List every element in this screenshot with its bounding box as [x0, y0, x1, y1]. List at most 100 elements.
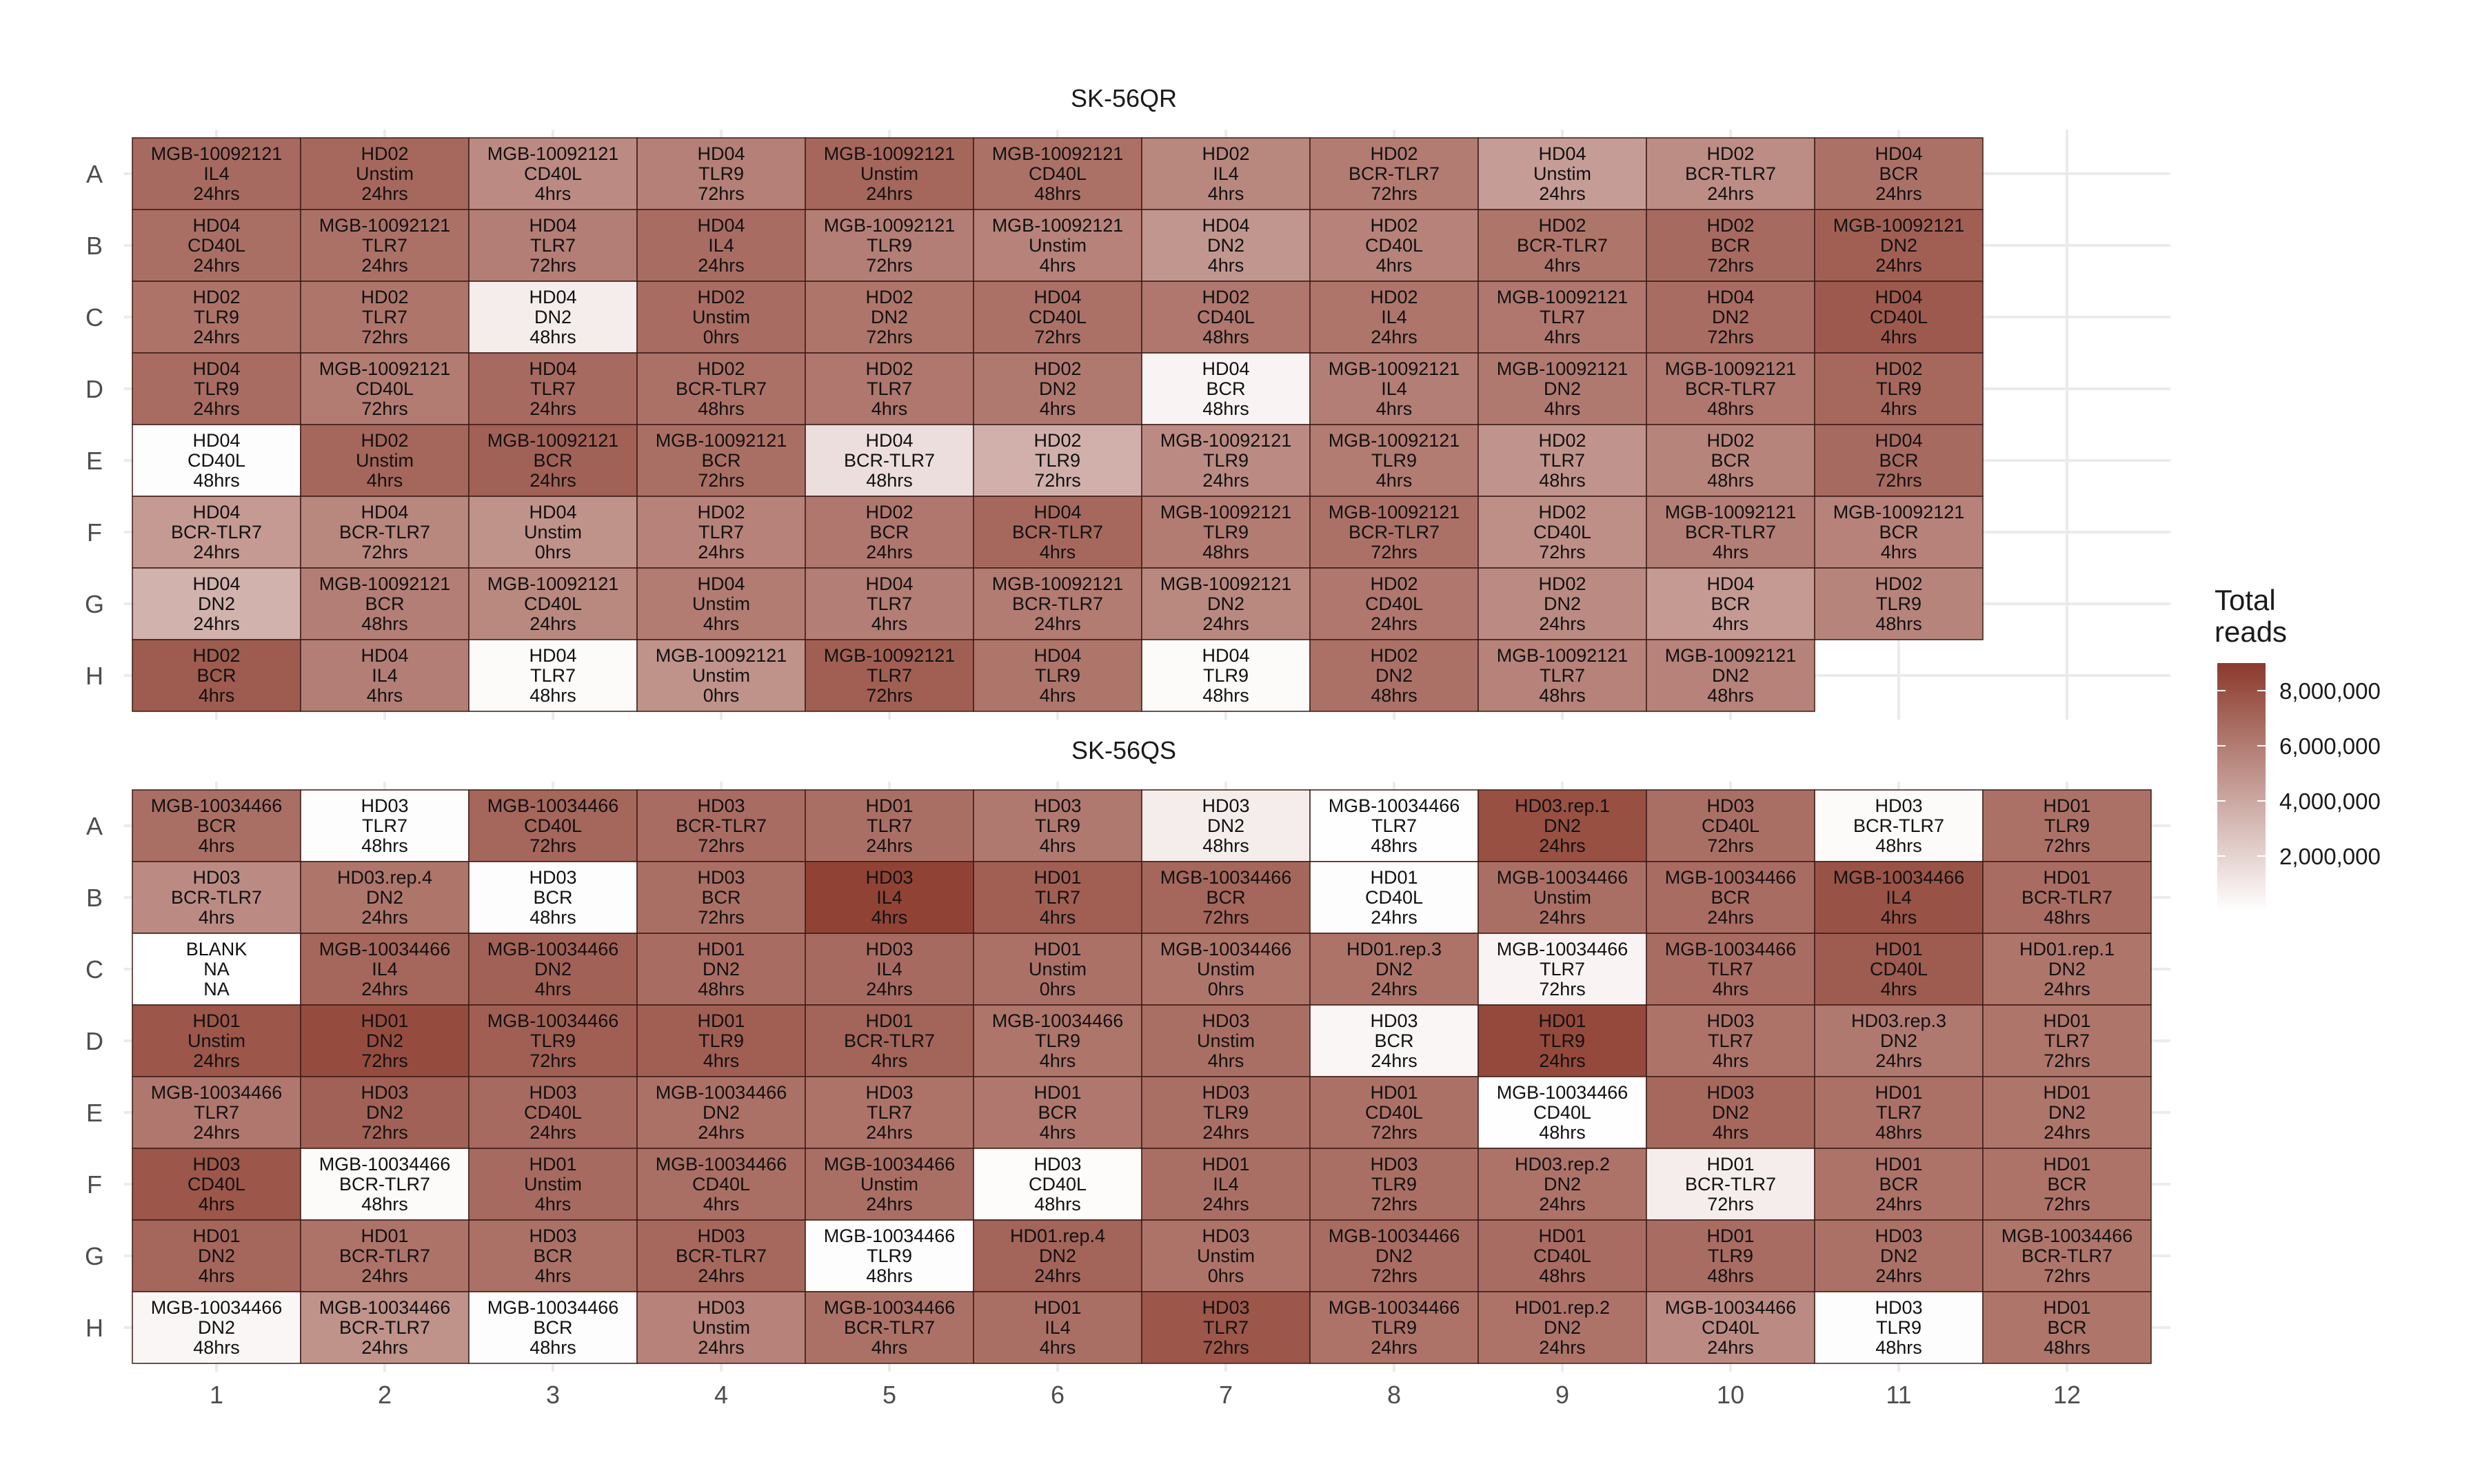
well-label: DN2 [871, 307, 908, 327]
well-label: BCR-TLR7 [844, 450, 935, 471]
well-label: BCR-TLR7 [676, 815, 767, 836]
well-label: BCR [196, 665, 236, 686]
well-label: 48hrs [1202, 685, 1249, 706]
row-label-E: E [86, 447, 103, 475]
well-tile [1477, 861, 1647, 934]
row-label-F: F [87, 518, 102, 547]
well-label: HD03.rep.1 [1515, 795, 1610, 816]
well-label: BCR-TLR7 [1349, 522, 1440, 542]
well-label: MGB-10034466 [487, 1010, 619, 1031]
well-tile [636, 1148, 806, 1221]
well-label: Unstim [692, 665, 750, 686]
well-label: BCR-TLR7 [339, 1174, 430, 1195]
well-label: 48hrs [1034, 183, 1081, 204]
well-label: 24hrs [1202, 613, 1249, 634]
legend-tick-label: 4,000,000 [2279, 789, 2381, 814]
well-label: BCR [1879, 522, 1918, 542]
well-tile [300, 1291, 470, 1364]
well-label: HD02 [1875, 358, 1922, 379]
well-label: 24hrs [1875, 255, 1922, 276]
well-label: MGB-10092121 [1497, 358, 1628, 379]
well-label: HD04 [865, 573, 913, 594]
well-label: TLR9 [1540, 1030, 1585, 1051]
well-label: IL4 [876, 959, 902, 979]
well-label: CD40L [1702, 1317, 1759, 1338]
well-label: BCR-TLR7 [339, 522, 430, 542]
well-label: BCR [1038, 1102, 1077, 1123]
well-tile [1814, 352, 1984, 425]
well-tile [468, 789, 638, 862]
well-tile [636, 209, 806, 282]
well-label: HD03 [1706, 795, 1754, 816]
well-label: 48hrs [1539, 1266, 1586, 1286]
well-label: IL4 [708, 235, 734, 256]
well-tile [1309, 861, 1479, 934]
well-label: DN2 [2048, 959, 2086, 979]
well-label: 72hrs [866, 327, 913, 347]
well-label: 48hrs [1707, 398, 1754, 419]
well-tile [973, 861, 1142, 934]
well-label: HD04 [192, 215, 240, 236]
well-label: 24hrs [530, 1122, 576, 1143]
well-label: HD01 [1370, 1082, 1418, 1103]
well-label: TLR7 [530, 665, 576, 686]
well-label: 4hrs [871, 907, 908, 928]
well-label: 0hrs [535, 542, 572, 562]
well-label: HD01.rep.3 [1347, 939, 1442, 959]
well-label: BCR [1711, 593, 1750, 614]
well-tile [1141, 1076, 1311, 1149]
well-tile [1814, 209, 1984, 282]
well-label: BCR [365, 593, 404, 614]
well-label: 4hrs [1881, 327, 1917, 347]
well-label: HD02 [865, 358, 913, 379]
well-label: 72hrs [361, 1122, 408, 1143]
well-tile [973, 567, 1142, 640]
well-label: DN2 [1039, 1246, 1076, 1266]
well-tile [1982, 1291, 2152, 1364]
well-label: 72hrs [1202, 907, 1249, 928]
well-label: TLR7 [1540, 959, 1585, 979]
well-tile [973, 1148, 1142, 1221]
well-tile [1309, 424, 1479, 497]
well-label: BCR-TLR7 [1349, 163, 1440, 184]
well-tile [1814, 1291, 1984, 1364]
well-label: HD04 [1875, 430, 1922, 451]
well-label: 48hrs [1539, 1122, 1586, 1143]
well-label: DN2 [1544, 378, 1581, 399]
well-label: TLR7 [1540, 665, 1585, 686]
well-label: 24hrs [1875, 1266, 1922, 1286]
well-label: HD04 [361, 645, 408, 666]
well-tile [468, 209, 638, 282]
well-tile [1646, 861, 1815, 934]
well-label: BCR [2047, 1317, 2086, 1338]
well-label: BCR [869, 522, 909, 542]
well-label: 4hrs [871, 1337, 908, 1358]
well-label: DN2 [1375, 959, 1413, 979]
well-label: HD04 [1875, 287, 1922, 307]
well-tile [636, 861, 806, 934]
well-label: 24hrs [1371, 979, 1418, 999]
well-label: TLR9 [1708, 1246, 1753, 1266]
well-label: MGB-10034466 [1665, 867, 1797, 888]
well-tile [805, 137, 974, 210]
well-label: HD03 [697, 795, 745, 816]
well-label: DN2 [366, 887, 403, 908]
well-label: BCR-TLR7 [339, 1246, 430, 1266]
well-tile [1814, 281, 1984, 354]
well-label: MGB-10034466 [319, 939, 451, 959]
well-label: 4hrs [703, 613, 740, 634]
well-label: Unstim [188, 1030, 245, 1051]
well-tile [1309, 567, 1479, 640]
well-label: TLR9 [1035, 1030, 1080, 1051]
well-tile [468, 424, 638, 497]
well-label: 4hrs [1713, 1122, 1749, 1143]
well-tile [1141, 137, 1311, 210]
well-tile [636, 639, 806, 712]
well-label: 4hrs [1376, 255, 1413, 276]
well-label: MGB-10034466 [824, 1297, 956, 1318]
well-tile [1477, 1076, 1647, 1149]
well-tile [468, 1076, 638, 1149]
well-tile [1982, 1004, 2152, 1077]
well-label: Unstim [524, 522, 582, 542]
